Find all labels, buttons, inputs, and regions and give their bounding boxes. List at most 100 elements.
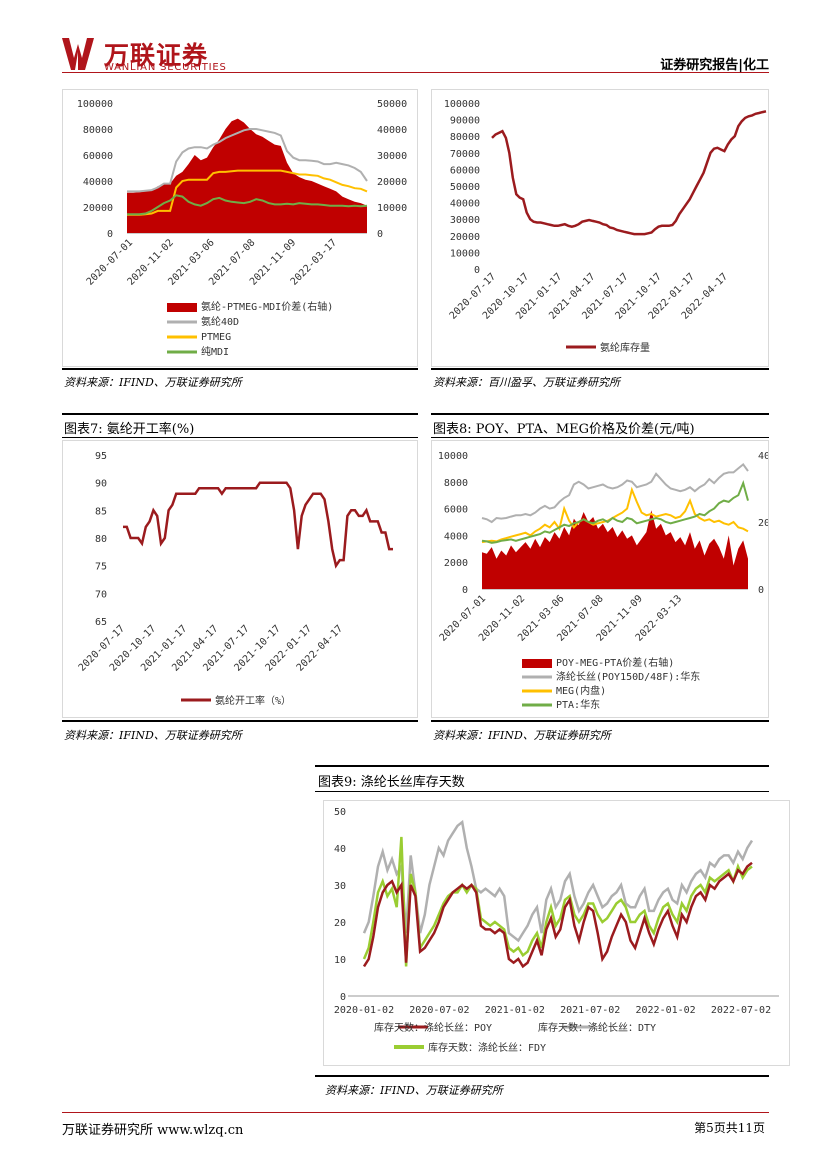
fig9-bottom-rule	[315, 1075, 769, 1077]
y-tick: 10000	[450, 248, 480, 259]
series-area-0	[482, 510, 748, 589]
y-left-tick: 80000	[83, 125, 113, 136]
y-right-tick: 0	[758, 585, 764, 596]
wanlian-logo-icon	[62, 38, 94, 70]
y-left-tick: 4000	[444, 531, 468, 542]
y-tick: 60000	[450, 165, 480, 176]
series-line-2	[362, 836, 753, 967]
x-tick-label: 2020-07-02	[409, 1005, 469, 1016]
y-tick: 85	[95, 506, 107, 517]
series-line-0	[123, 481, 393, 569]
legend-label: 库存天数：涤纶长丝：POY	[374, 1021, 492, 1034]
y-tick: 0	[474, 265, 480, 276]
legend-label: 涤纶长丝(POY150D/48F):华东	[556, 670, 700, 683]
fig9-title-rule	[315, 791, 769, 792]
fig8-title-rule	[431, 437, 769, 438]
y-tick: 40000	[450, 199, 480, 210]
y-tick: 30000	[450, 215, 480, 226]
fig7-frame: 95 90 85 80 75 70 65 2020-07-17 2020-10-17 2021-0…	[62, 440, 418, 718]
y-left-tick: 8000	[444, 478, 468, 489]
fig9-chart: 50 40 30 20 10 0 2020-01-02 2020-07-02 2021-01-0…	[334, 807, 779, 1054]
y-left-tick: 60000	[83, 151, 113, 162]
y-tick: 95	[95, 451, 107, 462]
y-right-tick: 4000	[758, 451, 768, 462]
fig7-title-rule	[62, 437, 418, 438]
y-left-tick: 6000	[444, 505, 468, 516]
y-right-tick: 50000	[377, 99, 407, 110]
fig9-title: 图表9: 涤纶长丝库存天数	[318, 775, 465, 790]
footer-left: 万联证券研究所 www.wlzq.cn	[62, 1123, 244, 1138]
legend-swatch	[522, 659, 552, 668]
y-right-tick: 20000	[377, 177, 407, 188]
fig8-bottom-rule	[431, 720, 769, 722]
y-left-tick: 2000	[444, 558, 468, 569]
legend-label: 氨纶库存量	[600, 341, 650, 354]
series-line-2	[481, 486, 749, 544]
legend-label: PTMEG	[201, 332, 231, 343]
y-tick: 30	[334, 881, 346, 892]
fig9-source: 资料来源：IFIND、万联证券研究所	[325, 1084, 503, 1097]
legend-label: 氨纶40D	[201, 315, 239, 328]
fig6-frame: 100000 90000 80000 70000 60000 50000 40000 3000…	[431, 89, 769, 367]
y-left-tick: 0	[462, 585, 468, 596]
legend-label: 氨纶开工率（%）	[215, 694, 291, 707]
series-line-1	[127, 128, 368, 193]
series-line-1	[362, 819, 754, 943]
y-tick: 100000	[444, 99, 480, 110]
y-left-tick: 20000	[83, 203, 113, 214]
fig8-chart: 10000800060004000200004000200002020-07-0…	[438, 451, 782, 711]
page-number: 第5页共11页	[694, 1121, 765, 1135]
legend-label: 库存天数：涤纶长丝：DTY	[538, 1021, 656, 1034]
x-tick-label: 2022-07-02	[711, 1005, 771, 1016]
fig6-source: 资料来源：百川盈孚、万联证券研究所	[433, 376, 620, 389]
footer-divider	[62, 1112, 769, 1113]
y-tick: 70	[95, 589, 107, 600]
series-line-3	[127, 194, 368, 216]
series-line-1	[481, 462, 749, 524]
fig8-title: 图表8: POY、PTA、MEG价格及价差(元/吨)	[433, 422, 695, 437]
fig7-top-rule	[62, 413, 418, 415]
fig5-chart: 1000008000060000400002000005000040000300…	[77, 99, 407, 358]
fig9-top-rule	[315, 765, 769, 767]
y-tick: 0	[340, 992, 346, 1003]
series-line-0	[362, 861, 753, 969]
y-right-tick: 10000	[377, 203, 407, 214]
y-tick: 40	[334, 844, 346, 855]
fig7-title: 图表7: 氨纶开工率(%)	[64, 422, 195, 437]
y-left-tick: 100000	[77, 99, 113, 110]
fig5-frame: 100000 80000 60000 40000 20000 0 50000 40000 300…	[62, 89, 418, 367]
header-divider	[62, 72, 769, 73]
fig6-bottom-rule	[431, 368, 769, 370]
logo-en-text: WANLIAN SECURITIES	[104, 62, 227, 73]
legend-swatch	[167, 303, 197, 312]
x-tick-label: 2021-01-02	[485, 1005, 545, 1016]
series-line-2	[127, 169, 368, 216]
legend-label: PTA:华东	[556, 698, 600, 711]
y-tick: 65	[95, 617, 107, 628]
fig8-top-rule	[431, 413, 769, 415]
series-line-0	[491, 110, 767, 236]
fig7-source: 资料来源：IFIND、万联证券研究所	[64, 729, 242, 742]
y-tick: 90	[95, 479, 107, 490]
y-tick: 50	[334, 807, 346, 818]
logo-text: 万联证券	[104, 41, 209, 70]
y-tick: 80	[95, 534, 107, 545]
legend-label: POY-MEG-PTA价差(右轴)	[556, 656, 674, 669]
legend-label: 纯MDI	[201, 345, 229, 358]
y-right-tick: 2000	[758, 518, 768, 529]
y-right-tick: 40000	[377, 125, 407, 136]
y-tick: 80000	[450, 132, 480, 143]
report-title: 证券研究报告|化工	[660, 58, 769, 73]
x-tick-label: 2021-07-02	[560, 1005, 620, 1016]
fig6-chart: 1000009000080000700006000050000400003000…	[444, 99, 767, 354]
series-line-3	[481, 479, 749, 544]
y-left-tick: 40000	[83, 177, 113, 188]
y-left-tick: 0	[107, 229, 113, 240]
legend-label: 库存天数：涤纶长丝：FDY	[428, 1041, 546, 1054]
x-tick-label: 2020-01-02	[334, 1005, 394, 1016]
y-left-tick: 10000	[438, 451, 468, 462]
x-tick-label: 2022-01-02	[635, 1005, 695, 1016]
fig8-frame: 10000800060004000200004000200002020-07-0…	[431, 440, 782, 718]
y-tick: 20	[334, 918, 346, 929]
y-tick: 10	[334, 955, 346, 966]
